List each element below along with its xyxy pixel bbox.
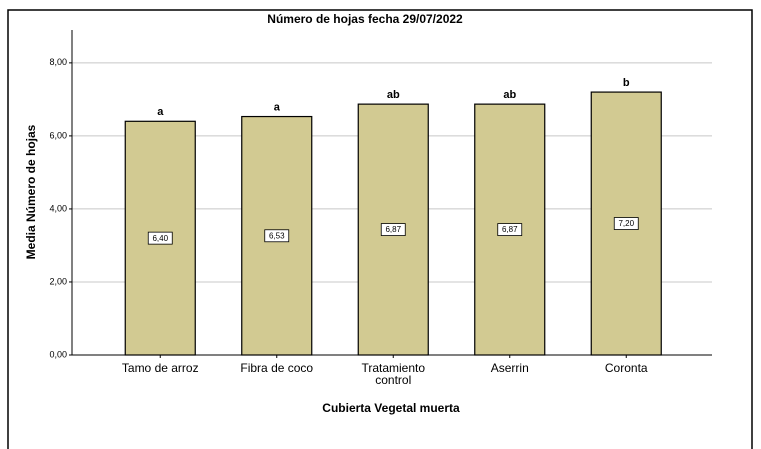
chart-title: Número de hojas fecha 29/07/2022 <box>267 12 463 26</box>
y-tick-label: 4,00 <box>49 203 67 213</box>
annotation: a <box>274 101 281 113</box>
annotation: b <box>623 77 630 89</box>
y-tick-label: 2,00 <box>49 276 67 286</box>
x-axis-label: Cubierta Vegetal muerta <box>322 401 460 415</box>
value-label: 6,53 <box>269 231 285 240</box>
value-label-box <box>147 231 173 245</box>
value-label-box <box>613 217 639 230</box>
y-tick-label: 6,00 <box>49 130 67 140</box>
x-tick-label: Fibra de coco <box>240 361 314 375</box>
annotation: a <box>157 106 164 118</box>
y-tick-label: 0,00 <box>49 349 67 359</box>
annotation: ab <box>503 89 516 101</box>
value-label-box <box>497 223 523 236</box>
value-label-box <box>380 223 406 236</box>
x-tick-label: Aserrin <box>490 361 529 375</box>
value-label: 7,20 <box>618 219 634 228</box>
value-label: 6,87 <box>385 225 401 234</box>
y-tick-label: 8,00 <box>49 57 67 67</box>
annotation: ab <box>387 89 400 101</box>
frame <box>7 9 753 449</box>
value-label-box <box>264 229 290 243</box>
x-tick-label: Tamo de arroz <box>121 361 199 375</box>
value-label: 6,40 <box>152 234 168 243</box>
x-tick-label: Tratamiento control <box>361 361 426 387</box>
value-label: 6,87 <box>502 225 518 234</box>
y-axis-label: Media Número de hojas <box>24 124 38 259</box>
x-tick-label: Coronta <box>604 361 648 375</box>
